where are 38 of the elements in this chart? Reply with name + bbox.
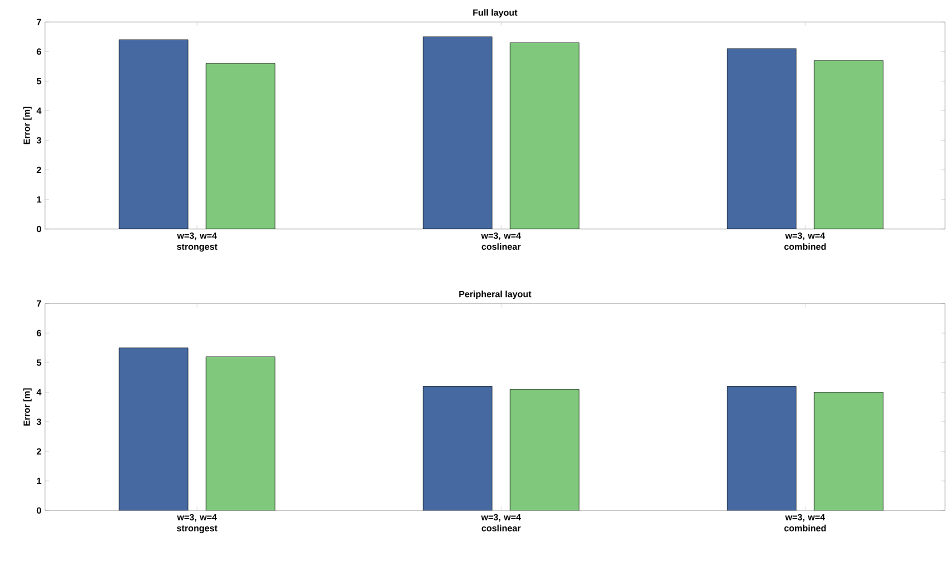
y-tick-label: 6 [36, 48, 42, 55]
y-tick-label: 7 [36, 18, 42, 26]
bar [814, 60, 884, 229]
y-tick-label: 1 [37, 196, 42, 203]
y-tick-label: 6 [36, 330, 42, 336]
bar [422, 386, 492, 510]
y-tick-label: 3 [36, 418, 42, 425]
bar [118, 40, 188, 229]
bar [422, 36, 492, 229]
y-tick-label: 7 [36, 300, 42, 307]
y-tick-label: 2 [36, 166, 42, 173]
y-tick-label: 5 [36, 360, 42, 366]
x-tick-label: w=3, w=4 strongest [176, 232, 218, 252]
x-tick-label: w=3, w=4 coslinear [481, 232, 521, 250]
bar [206, 356, 276, 510]
x-tick-label: w=3, w=4 combined [784, 232, 826, 250]
bar [118, 348, 188, 510]
y-axis-title: Error [m] [23, 388, 32, 426]
y-tick-label: 4 [36, 389, 42, 396]
y-tick-label: 2 [36, 448, 42, 454]
y-tick-label: 5 [36, 78, 42, 84]
bar [726, 48, 796, 229]
bar [206, 63, 276, 229]
bar [814, 392, 884, 510]
y-tick-label: 4 [36, 108, 42, 114]
x-tick-label: w=3, w=4 strongest [176, 514, 218, 534]
bar [510, 42, 580, 229]
bar [510, 389, 580, 510]
y-tick-label: 1 [37, 478, 42, 484]
y-axis-title: Error [m] [23, 106, 32, 144]
x-tick-label: w=3, w=4 combined [784, 514, 826, 532]
y-tick-label: 3 [36, 137, 42, 144]
chart-title: Full layout [473, 9, 518, 18]
bar [726, 386, 796, 510]
chart-title: Peripheral layout [459, 290, 532, 300]
y-tick-label: 0 [36, 507, 42, 514]
x-tick-label: w=3, w=4 coslinear [481, 514, 521, 532]
y-tick-label: 0 [36, 226, 42, 232]
